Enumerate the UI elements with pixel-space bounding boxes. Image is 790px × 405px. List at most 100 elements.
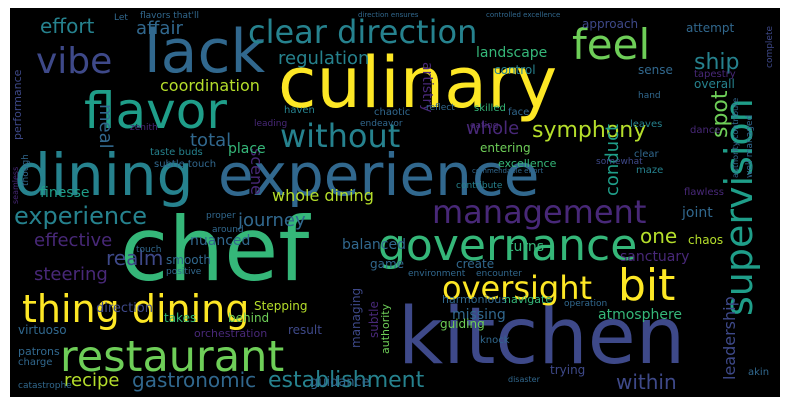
word-balanced: balanced [342,237,407,253]
word-vibe: vibe [36,41,113,82]
word-regulation: regulation [278,48,370,69]
word-experience: experience [218,141,540,209]
word-sanctuary: sanctuary [620,249,690,265]
word-control: control [494,63,536,77]
word-complete: complete [765,25,775,68]
word-journey: journey [238,210,306,231]
word-meal: meal [95,104,116,149]
word-thing-dining: thing dining [22,287,250,331]
word-realm: realm [106,246,164,270]
word-smooth: smooth [166,253,211,267]
word-encounter: encounter [476,269,522,279]
word-ship: ship [694,50,740,75]
word-governance: governance [378,220,638,271]
word-virtuoso: virtuoso [18,323,67,337]
word-disaster: disaster [508,375,540,384]
word-create: create [456,257,495,271]
word-zenith: zenith [130,123,158,133]
word-touch: touch [136,245,162,255]
word-orchestration: orchestration [194,327,268,340]
word-atmosphere: atmosphere [598,307,682,323]
word-harmonious: harmonious [442,293,507,306]
word-behind: behind [228,311,270,325]
word-feel: feel [572,20,651,69]
word-positive: positive [166,267,202,277]
word-leading: leading [254,119,288,129]
word-approach: approach [582,17,639,31]
word-steering: steering [34,264,108,285]
word-navigate: navigate [504,293,553,306]
word-somewhat: somewhat [596,157,643,167]
word-symphony: symphony [532,118,647,143]
word-eating: eating [470,121,499,131]
word-kitchen: kitchen [398,292,686,382]
word-joint: joint [682,205,713,221]
word-clear: clear [634,149,659,160]
word-result: result [288,323,322,337]
word-establishment: establishment [268,368,425,393]
word-effort: effort [40,14,95,38]
word-culinary: culinary [278,42,558,124]
word-face: face [508,107,530,118]
word-clear-direction: clear direction [248,13,478,51]
word-catastrophe: catastrophe [18,381,72,391]
word-environment: environment [408,269,466,279]
word-direction: direction [96,301,153,316]
word-trying: trying [550,363,586,377]
word-oversight: oversight [442,269,593,307]
word-dance: dance [690,125,721,136]
word-attempt: attempt [686,21,735,35]
word-experience-2: experience [14,202,148,230]
word-chaotic: chaotic [374,107,411,118]
word-finesse: finesse [40,185,90,201]
word-nuanced: nuanced [190,233,251,249]
word-whole-dining: whole dining [272,186,374,205]
word-tapestry: tapestry [694,69,736,80]
word-guiding: guiding [440,317,485,331]
word-bit: bit [618,260,676,311]
word-authority: authority [379,303,392,354]
word-akin: akin [748,367,770,378]
word-let: Let [114,13,128,23]
word-flavors-thatll: flavors that'll [140,11,200,21]
word-chaos: chaos [688,233,724,247]
word-operation: operation [564,299,608,309]
word-taste-buds: taste buds [150,147,203,158]
word-missing: missing [452,307,506,323]
word-flavor: flavor [84,82,227,140]
word-management: management [432,193,647,231]
word-knock: knock [480,335,510,346]
word-direction-ensures: direction ensures [358,11,419,19]
word-guidance: guidance [310,375,370,390]
word-skilled: skilled [474,103,506,114]
word-reflect: reflect [426,103,455,113]
word-though: though [21,154,31,186]
word-charge: charge [18,357,53,368]
word-place: place [228,141,266,157]
word-recipe: recipe [64,370,120,391]
word-hand: hand [638,91,661,101]
word-managing: managing [349,287,363,348]
word-landscape: landscape [476,45,548,61]
word-controlled-excellence: controlled excellence [486,11,561,19]
word-dining: dining [14,141,194,209]
word-leadership: leadership [720,296,739,380]
word-maze: maze [636,165,664,176]
word-cloud: culinary chef kitchen dining experience … [10,8,780,397]
word-patrons: patrons [18,345,60,358]
word-sense: sense [638,63,673,77]
word-excellence: excellence [498,157,557,170]
word-performance: performance [11,69,24,140]
word-within: within [616,370,677,394]
word-affair: affair [136,18,183,39]
word-well-managed: well managed [745,114,755,178]
word-commendable-effort: commendable effort [472,167,544,175]
word-subtle-touch: subtle touch [154,159,217,170]
word-stepping: Stepping [254,299,308,313]
word-coordination: coordination [160,76,260,95]
word-authority-contribute: authority contribute [731,97,740,178]
word-takes: takes [164,311,197,325]
word-lack: lack [144,17,266,87]
word-contribute: contribute [456,181,503,191]
word-leaves: leaves [630,119,663,130]
